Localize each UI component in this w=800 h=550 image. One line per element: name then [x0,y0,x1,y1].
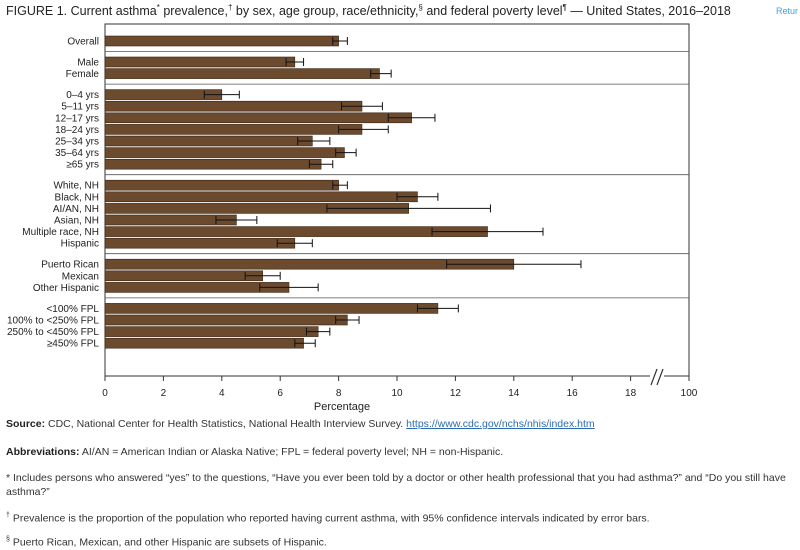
category-label: 25–34 yrs [55,137,99,148]
bar [104,112,412,124]
error-bars [203,37,582,348]
x-tick-label: 2 [161,388,167,399]
bar [104,35,339,47]
category-label: 0–4 yrs [66,90,99,101]
bar [104,124,363,135]
x-tick-label: 10 [391,388,403,399]
title-text-5: — United States, 2016–2018 [566,4,731,19]
category-label: AI/AN, NH [53,204,99,215]
abbreviations-label: Abbreviations: [6,446,80,458]
category-label: Overall [67,37,99,48]
footnote-asterisk-mark: * [6,472,11,484]
bar [104,179,339,191]
title-text-3: by sex, age group, race/ethnicity, [232,4,419,19]
axis-break-mark [650,368,664,386]
footnote-dagger: † Prevalence is the proportion of the po… [6,511,796,526]
category-label: 100% to <250% FPL [7,316,99,327]
bar [104,100,363,112]
title-footnote-mark-4: ¶ [562,3,567,12]
x-tick-label: 0 [102,388,108,399]
x-tick-label: 100 [681,388,698,399]
x-axis-label: Percentage [314,401,370,413]
category-label: Puerto Rican [41,260,99,271]
x-tick-label: 14 [508,388,520,399]
bar [104,314,348,326]
footnote-asterisk-text: Includes persons who answered “yes” to t… [6,472,786,499]
category-label: White, NH [53,181,99,192]
source-text: CDC, National Center for Health Statisti… [45,418,407,430]
source-label: Source: [6,418,46,430]
category-label: ≥65 yrs [66,160,99,171]
footnote-dagger-mark: † [6,512,10,519]
bar [104,337,304,349]
title-text-2: prevalence, [159,4,228,19]
bar [104,303,439,314]
bar [104,237,296,249]
return-link[interactable]: Retur [775,6,798,16]
category-label: 250% to <450% FPL [7,327,99,338]
title-footnote-mark-1: * [156,3,160,12]
x-tick-label: 18 [625,388,637,399]
category-label: Female [66,69,100,80]
x-tick-label: 4 [219,388,225,399]
category-label: Male [77,58,99,69]
bar [104,326,319,337]
title-footnote-mark-3: § [418,3,423,12]
group-separators [105,51,689,299]
bar [104,270,263,282]
category-label: 5–11 yrs [61,102,99,113]
x-tick-label: 8 [336,388,342,399]
x-axis-ticks: 0 2 4 6 8 10 12 14 16 18 100 [102,376,698,399]
bar [104,56,296,68]
abbreviations-text: AI/AN = American Indian or Alaska Native… [79,446,504,458]
abbreviations-note: Abbreviations: AI/AN = American Indian o… [6,445,796,459]
category-label: 12–17 yrs [55,113,99,124]
footnote-asterisk: * Includes persons who answered “yes” to… [6,471,796,499]
figure-title: FIGURE 1. Current asthma* prevalence,† b… [6,3,746,18]
bar [104,68,380,79]
category-label: 35–64 yrs [55,148,99,159]
bars [104,35,515,349]
category-label: 18–24 yrs [55,125,99,136]
bar [104,147,345,158]
bar [104,158,322,170]
source-link[interactable]: https://www.cdc.gov/nchs/nhis/index.htm [406,418,595,430]
category-label: Asian, NH [54,216,99,227]
footnote-section-text: Puerto Rican, Mexican, and other Hispani… [9,536,327,549]
title-footnote-mark-2: † [227,3,233,12]
bar [104,226,488,237]
x-tick-label: 12 [450,388,462,399]
category-label: Black, NH [55,192,99,203]
title-text-1: FIGURE 1. Current asthma [6,4,157,19]
x-tick-label: 6 [277,388,283,399]
bar [104,135,313,147]
title-text-4: and federal poverty level [422,4,563,19]
footnote-section: § Puerto Rican, Mexican, and other Hispa… [6,535,796,550]
category-label: Multiple race, NH [22,227,99,238]
source-note: Source: CDC, National Center for Health … [6,417,796,431]
category-label: ≥450% FPL [47,339,100,350]
category-label: <100% FPL [46,304,99,315]
category-label: Other Hispanic [33,283,99,294]
category-label: Hispanic [61,239,99,250]
category-label: Mexican [62,271,99,282]
footnote-section-mark: § [6,536,10,543]
bar [104,191,418,203]
footnote-dagger-text: Prevalence is the proportion of the popu… [9,512,650,525]
x-tick-label: 16 [567,388,579,399]
